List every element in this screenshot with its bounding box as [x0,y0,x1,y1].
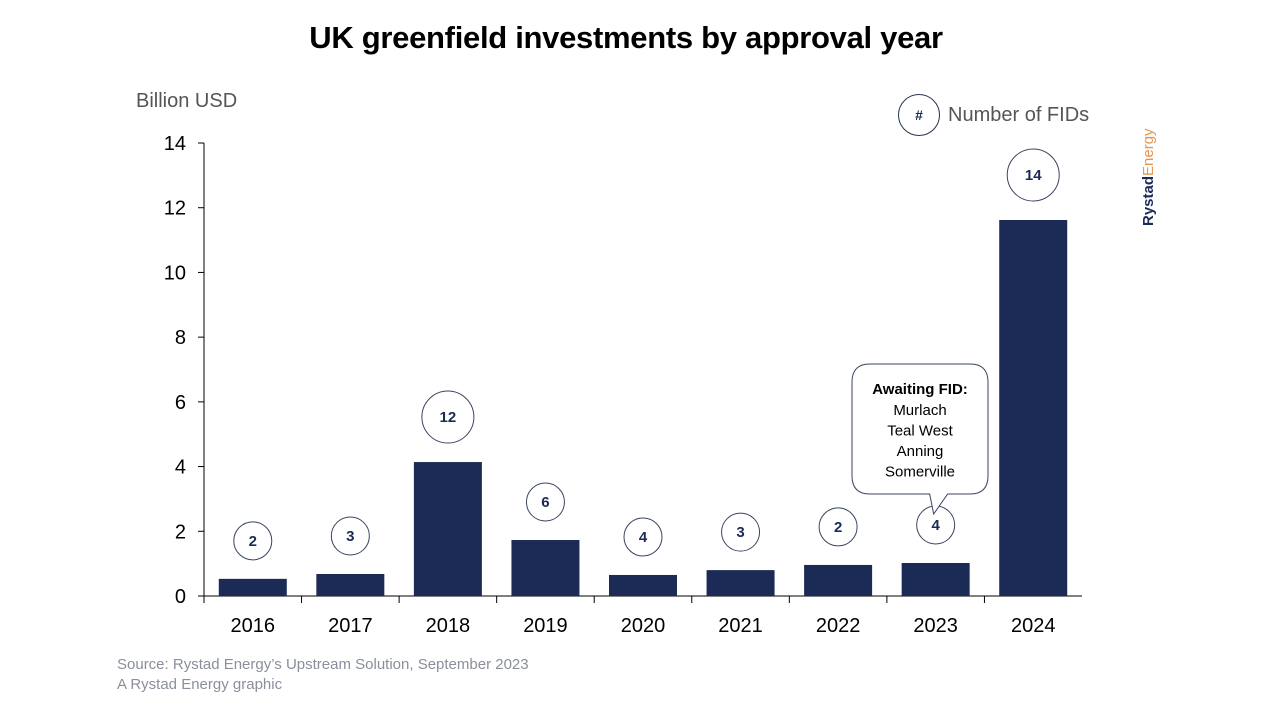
x-tick-label: 2023 [913,615,958,637]
y-axis: 0 2 4 6 8 10 12 14 [164,133,205,608]
y-axis-label: Billion USD [136,90,238,112]
bar-2022 [804,564,873,596]
callout-item: Somerville [885,464,955,481]
legend: # Number of FIDs [898,94,1089,136]
callout-bubble [851,363,989,516]
bars [218,220,1068,596]
x-tick-label: 2022 [816,615,861,637]
source-note: Source: Rystad Energy’s Upstream Solutio… [117,656,529,673]
fid-circle [623,517,663,557]
y-tick-label: 6 [175,392,186,414]
bar-2024 [999,220,1068,596]
y-tick-label: 0 [175,586,186,608]
fid-circle [233,521,273,561]
y-tick-label: 14 [164,133,186,155]
y-tick-label: 10 [164,262,186,284]
fid-circle [525,482,565,522]
x-tick-label: 2020 [621,615,666,637]
bar-2016 [218,578,287,596]
legend-fid-symbol-icon: # [898,94,940,136]
fid-count-label: 4 [639,529,648,546]
fid-count-label: 2 [834,519,842,536]
awaiting-fid-callout: Awaiting FID: Murlach Teal West Anning Somer… [851,363,989,516]
fid-circle [818,507,858,547]
x-tick-label: 2019 [523,615,568,637]
y-tick-label: 8 [175,327,186,349]
fid-count-label: 3 [736,524,744,541]
fid-marker-2024: 14 [1006,148,1060,202]
bar-2018 [413,462,482,596]
x-tick-label: 2016 [231,615,276,637]
bar-2020 [609,574,677,596]
credit-note: A Rystad Energy graphic [117,676,283,693]
fid-marker-2020: 4 [623,517,663,557]
fid-marker-2016: 2 [233,521,273,561]
callout-item: Murlach [893,402,946,419]
callout-item: Anning [897,443,944,460]
y-tick-label: 4 [175,457,186,479]
x-tick-label: 2018 [426,615,471,637]
x-tick-label: 2017 [328,615,373,637]
fid-count-label: 4 [931,517,940,534]
fid-marker-2021: 3 [721,512,761,552]
x-tick-label: 2021 [718,615,763,637]
fid-count-label: 2 [249,533,257,550]
fid-count-label: 14 [1025,167,1042,184]
fid-circle [330,516,370,556]
fid-markers: 2 3 12 6 4 3 2 4 14 [233,148,1060,561]
footer: Source: Rystad Energy’s Upstream Solutio… [117,655,529,695]
fid-count-label: 3 [346,528,354,545]
callout-item: Teal West [887,423,953,440]
fid-marker-2022: 2 [818,507,858,547]
fid-circle [421,390,475,444]
y-tick-label: 12 [164,198,186,220]
chart-title: UK greenfield investments by approval ye… [309,20,943,55]
legend-label: Number of FIDs [948,103,1090,126]
fid-count-label: 12 [440,409,457,426]
y-tick-label: 2 [175,521,186,543]
bar-2021 [706,570,775,596]
fid-circle [1006,148,1060,202]
fid-circle [721,512,761,552]
fid-marker-2017: 3 [330,516,370,556]
x-axis: 2016 2017 2018 2019 2020 2021 2022 2023 2024 [203,595,1082,637]
bar-2017 [316,573,385,596]
callout-title: Awaiting FID: [872,381,968,398]
x-tick-label: 2024 [1011,615,1056,637]
bar-2019 [511,540,580,596]
fid-marker-2018: 12 [421,390,475,444]
fid-marker-2019: 6 [525,482,565,522]
fid-count-label: 6 [541,494,549,511]
bar-2023 [901,562,970,596]
